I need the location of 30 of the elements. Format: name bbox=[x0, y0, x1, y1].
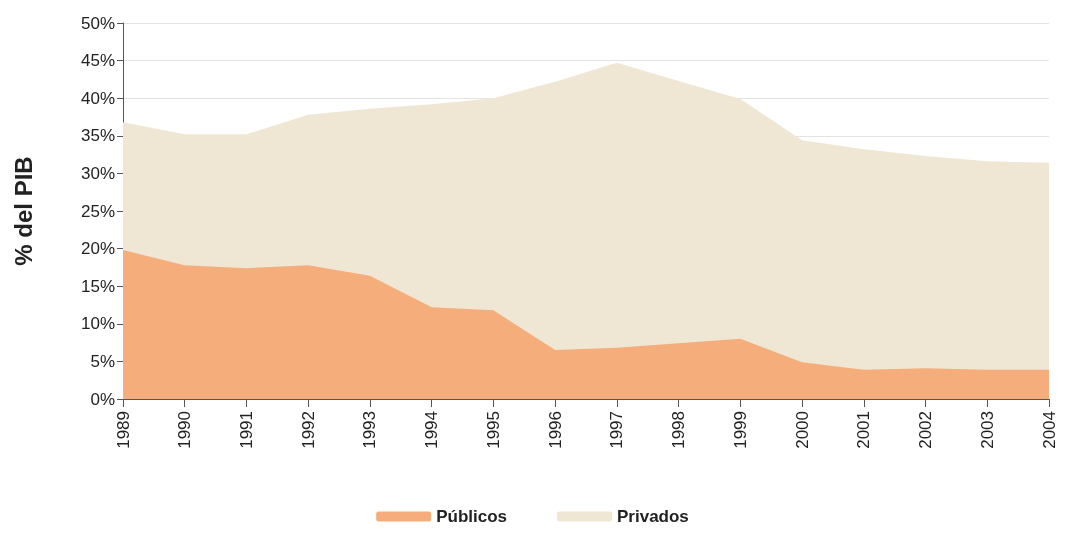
x-tick-label: 1993 bbox=[360, 411, 380, 449]
y-tick-label: 10% bbox=[80, 314, 115, 334]
y-tick-label: 15% bbox=[80, 276, 115, 296]
y-tick-label: 5% bbox=[90, 351, 115, 371]
y-tick-label: 30% bbox=[80, 163, 115, 183]
legend-label: Privados bbox=[617, 507, 689, 526]
x-tick-label: 2002 bbox=[916, 411, 936, 449]
y-tick-label: 35% bbox=[80, 126, 115, 146]
x-tick-label: 1991 bbox=[236, 411, 256, 449]
y-tick-label: 40% bbox=[80, 88, 115, 108]
x-tick-label: 1992 bbox=[298, 411, 318, 449]
x-tick-label: 1990 bbox=[175, 411, 195, 449]
legend-label: Públicos bbox=[436, 507, 508, 526]
x-tick-label: 1989 bbox=[113, 411, 133, 449]
y-tick-label: 50% bbox=[80, 13, 115, 33]
x-tick-label: 1995 bbox=[483, 411, 503, 449]
x-tick-label: 1994 bbox=[422, 411, 442, 449]
x-tick-label: 2003 bbox=[977, 411, 997, 449]
y-tick-label: 25% bbox=[80, 201, 115, 221]
y-tick-label: 20% bbox=[80, 239, 115, 259]
x-tick-label: 2000 bbox=[792, 411, 812, 449]
x-tick-label: 1999 bbox=[730, 411, 750, 449]
y-axis-title: % del PIB bbox=[9, 156, 37, 266]
x-tick-label: 1997 bbox=[607, 411, 627, 449]
y-tick-label: 0% bbox=[90, 389, 115, 409]
x-tick-label: 1996 bbox=[545, 411, 565, 449]
x-tick-label: 2004 bbox=[1039, 411, 1059, 449]
x-tick-label: 1998 bbox=[669, 411, 689, 449]
x-tick-label: 2001 bbox=[854, 411, 874, 449]
y-tick-label: 45% bbox=[80, 51, 115, 71]
